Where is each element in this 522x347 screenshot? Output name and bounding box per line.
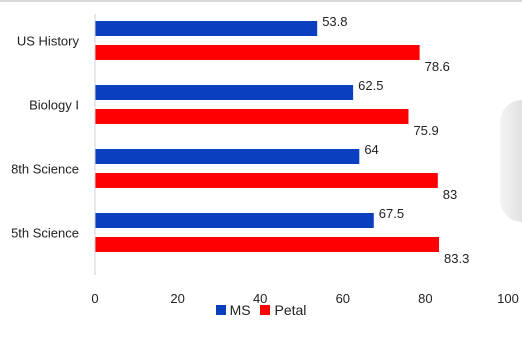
data-label-petal: 83 [443, 187, 457, 202]
bar-petal [95, 109, 409, 124]
data-label-petal: 75.9 [413, 123, 438, 138]
bars [95, 21, 440, 252]
category-label: 8th Science [11, 162, 79, 177]
data-label-ms: 62.5 [358, 78, 383, 93]
legend-item-ms: MS [215, 302, 251, 318]
x-tick-label: 60 [336, 291, 350, 306]
legend-label-ms: MS [229, 302, 251, 318]
x-tick-label: 40 [253, 291, 267, 306]
bar-petal [95, 237, 440, 252]
x-tick-label: 20 [170, 291, 184, 306]
x-tick-label: 0 [91, 291, 98, 306]
bar-ms [95, 21, 318, 36]
data-label-ms: 53.8 [322, 14, 347, 29]
legend: MS Petal [0, 302, 522, 318]
x-axis-tick-labels: 0 20 40 60 80 100 [91, 291, 518, 306]
x-tick-label: 100 [497, 291, 519, 306]
category-label: US History [17, 34, 80, 49]
bar-ms [95, 213, 374, 228]
data-label-ms: 67.5 [379, 206, 404, 221]
top-border [0, 0, 522, 2]
category-labels: US History Biology I 8th Science 5th Scienc… [11, 34, 79, 241]
bar-ms [95, 149, 360, 164]
legend-swatch-petal [260, 305, 271, 315]
data-label-petal: 78.6 [425, 59, 450, 74]
value-labels: 53.8 78.6 62.5 75.9 64 83 67.5 83.3 [322, 14, 469, 266]
x-tick-label: 80 [418, 291, 432, 306]
legend-item-petal: Petal [260, 302, 306, 318]
legend-swatch-ms [215, 305, 226, 315]
background-watermark [500, 100, 522, 222]
data-label-ms: 64 [364, 142, 378, 157]
legend-label-petal: Petal [274, 302, 307, 318]
bar-petal [95, 45, 420, 60]
category-label: Biology I [29, 98, 79, 113]
category-label: 5th Science [11, 226, 79, 241]
bar-ms [95, 85, 354, 100]
bar-petal [95, 173, 438, 188]
data-label-petal: 83.3 [444, 251, 469, 266]
